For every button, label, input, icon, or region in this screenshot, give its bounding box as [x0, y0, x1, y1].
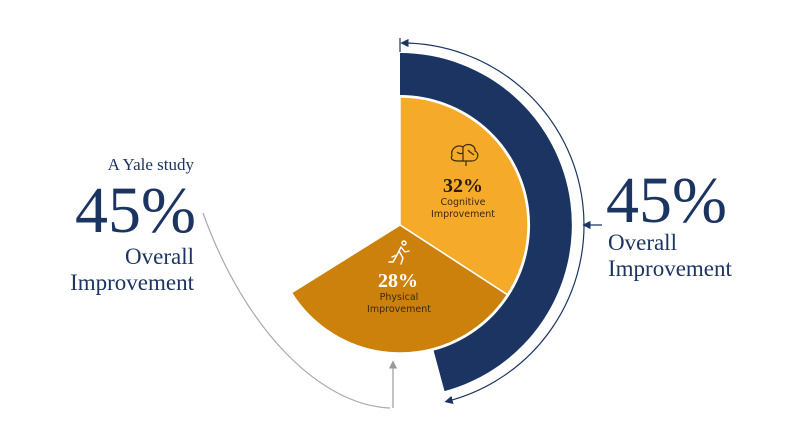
- right-label: Improvement: [608, 256, 733, 281]
- overall-ring: [400, 53, 572, 392]
- left-label: Improvement: [70, 270, 195, 295]
- brain-icon: [450, 143, 479, 166]
- segment-label: Improvement: [431, 209, 495, 220]
- left-value: 45%: [75, 174, 196, 247]
- segment-value: 28%: [378, 270, 418, 292]
- left-label: Overall: [125, 244, 194, 269]
- segment-label: Cognitive: [441, 197, 486, 208]
- left-connector: [202, 212, 391, 409]
- segment-label: Physical: [380, 292, 419, 303]
- arc-arrow: [400, 38, 585, 405]
- right-label: Overall: [608, 230, 677, 255]
- segment-value: 32%: [443, 175, 483, 197]
- right-value: 45%: [606, 164, 727, 237]
- caption: A Yale study: [108, 155, 195, 174]
- segment-label: Improvement: [367, 304, 431, 315]
- runner-icon: [388, 240, 410, 265]
